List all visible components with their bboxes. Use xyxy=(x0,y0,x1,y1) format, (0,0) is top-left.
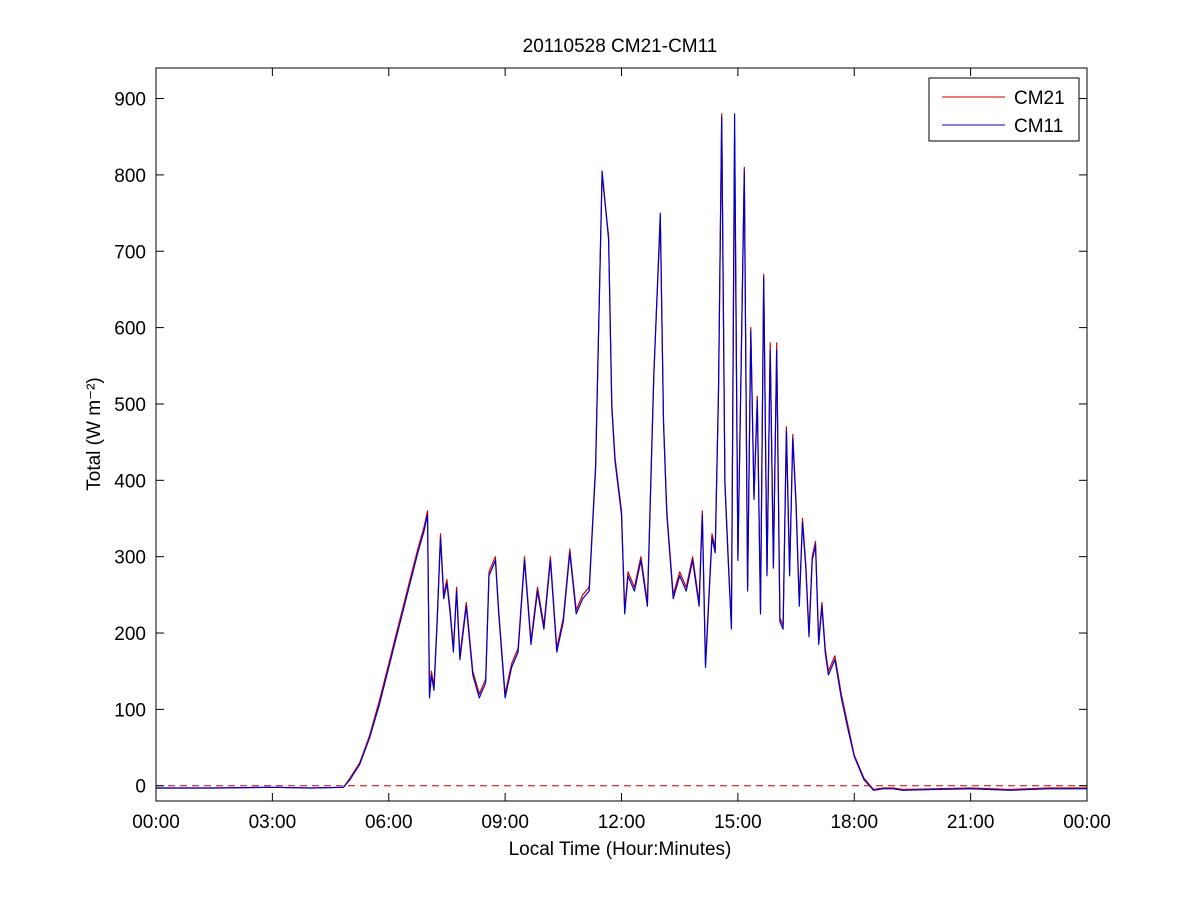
plot-content xyxy=(156,113,1087,791)
y-tick-label: 400 xyxy=(114,471,146,492)
x-axis: 00:00 03:00 06:00 09:00 12:00 15:00 18:00 21:00… xyxy=(132,68,1111,833)
legend-box xyxy=(928,77,1080,142)
legend-label-cm11: CM11 xyxy=(1014,116,1063,137)
x-tick-label: 15:00 xyxy=(714,812,762,833)
legend-label-cm21: CM21 xyxy=(1014,88,1065,109)
x-tick-label: 00:00 xyxy=(1063,812,1111,833)
y-tick-label: 900 xyxy=(114,90,146,111)
y-tick-label: 0 xyxy=(135,777,146,798)
legend: CM21 CM11 xyxy=(928,77,1080,142)
y-tick-label: 300 xyxy=(114,548,146,569)
y-tick-label: 600 xyxy=(114,319,146,340)
x-tick-label: 03:00 xyxy=(249,812,297,833)
x-tick-label: 12:00 xyxy=(598,812,646,833)
y-tick-label: 200 xyxy=(114,624,146,645)
x-tick-label: 18:00 xyxy=(830,812,878,833)
chart-title: 20110528 CM21-CM11 xyxy=(523,36,718,57)
x-tick-label: 06:00 xyxy=(365,812,413,833)
x-tick-label: 21:00 xyxy=(947,812,995,833)
y-tick-label: 800 xyxy=(114,166,146,187)
y-tick-label: 700 xyxy=(114,242,146,263)
y-tick-label: 100 xyxy=(114,700,146,721)
y-axis-label: Total (W m⁻²) xyxy=(84,377,105,490)
x-tick-label: 09:00 xyxy=(481,812,529,833)
y-tick-label: 500 xyxy=(114,395,146,416)
series-line-cm11 xyxy=(156,113,1087,791)
y-axis: 0 100 200 300 400 500 600 700 800 900 xyxy=(114,90,1087,798)
x-axis-label: Local Time (Hour:Minutes) xyxy=(509,839,732,860)
x-tick-label: 00:00 xyxy=(132,812,180,833)
